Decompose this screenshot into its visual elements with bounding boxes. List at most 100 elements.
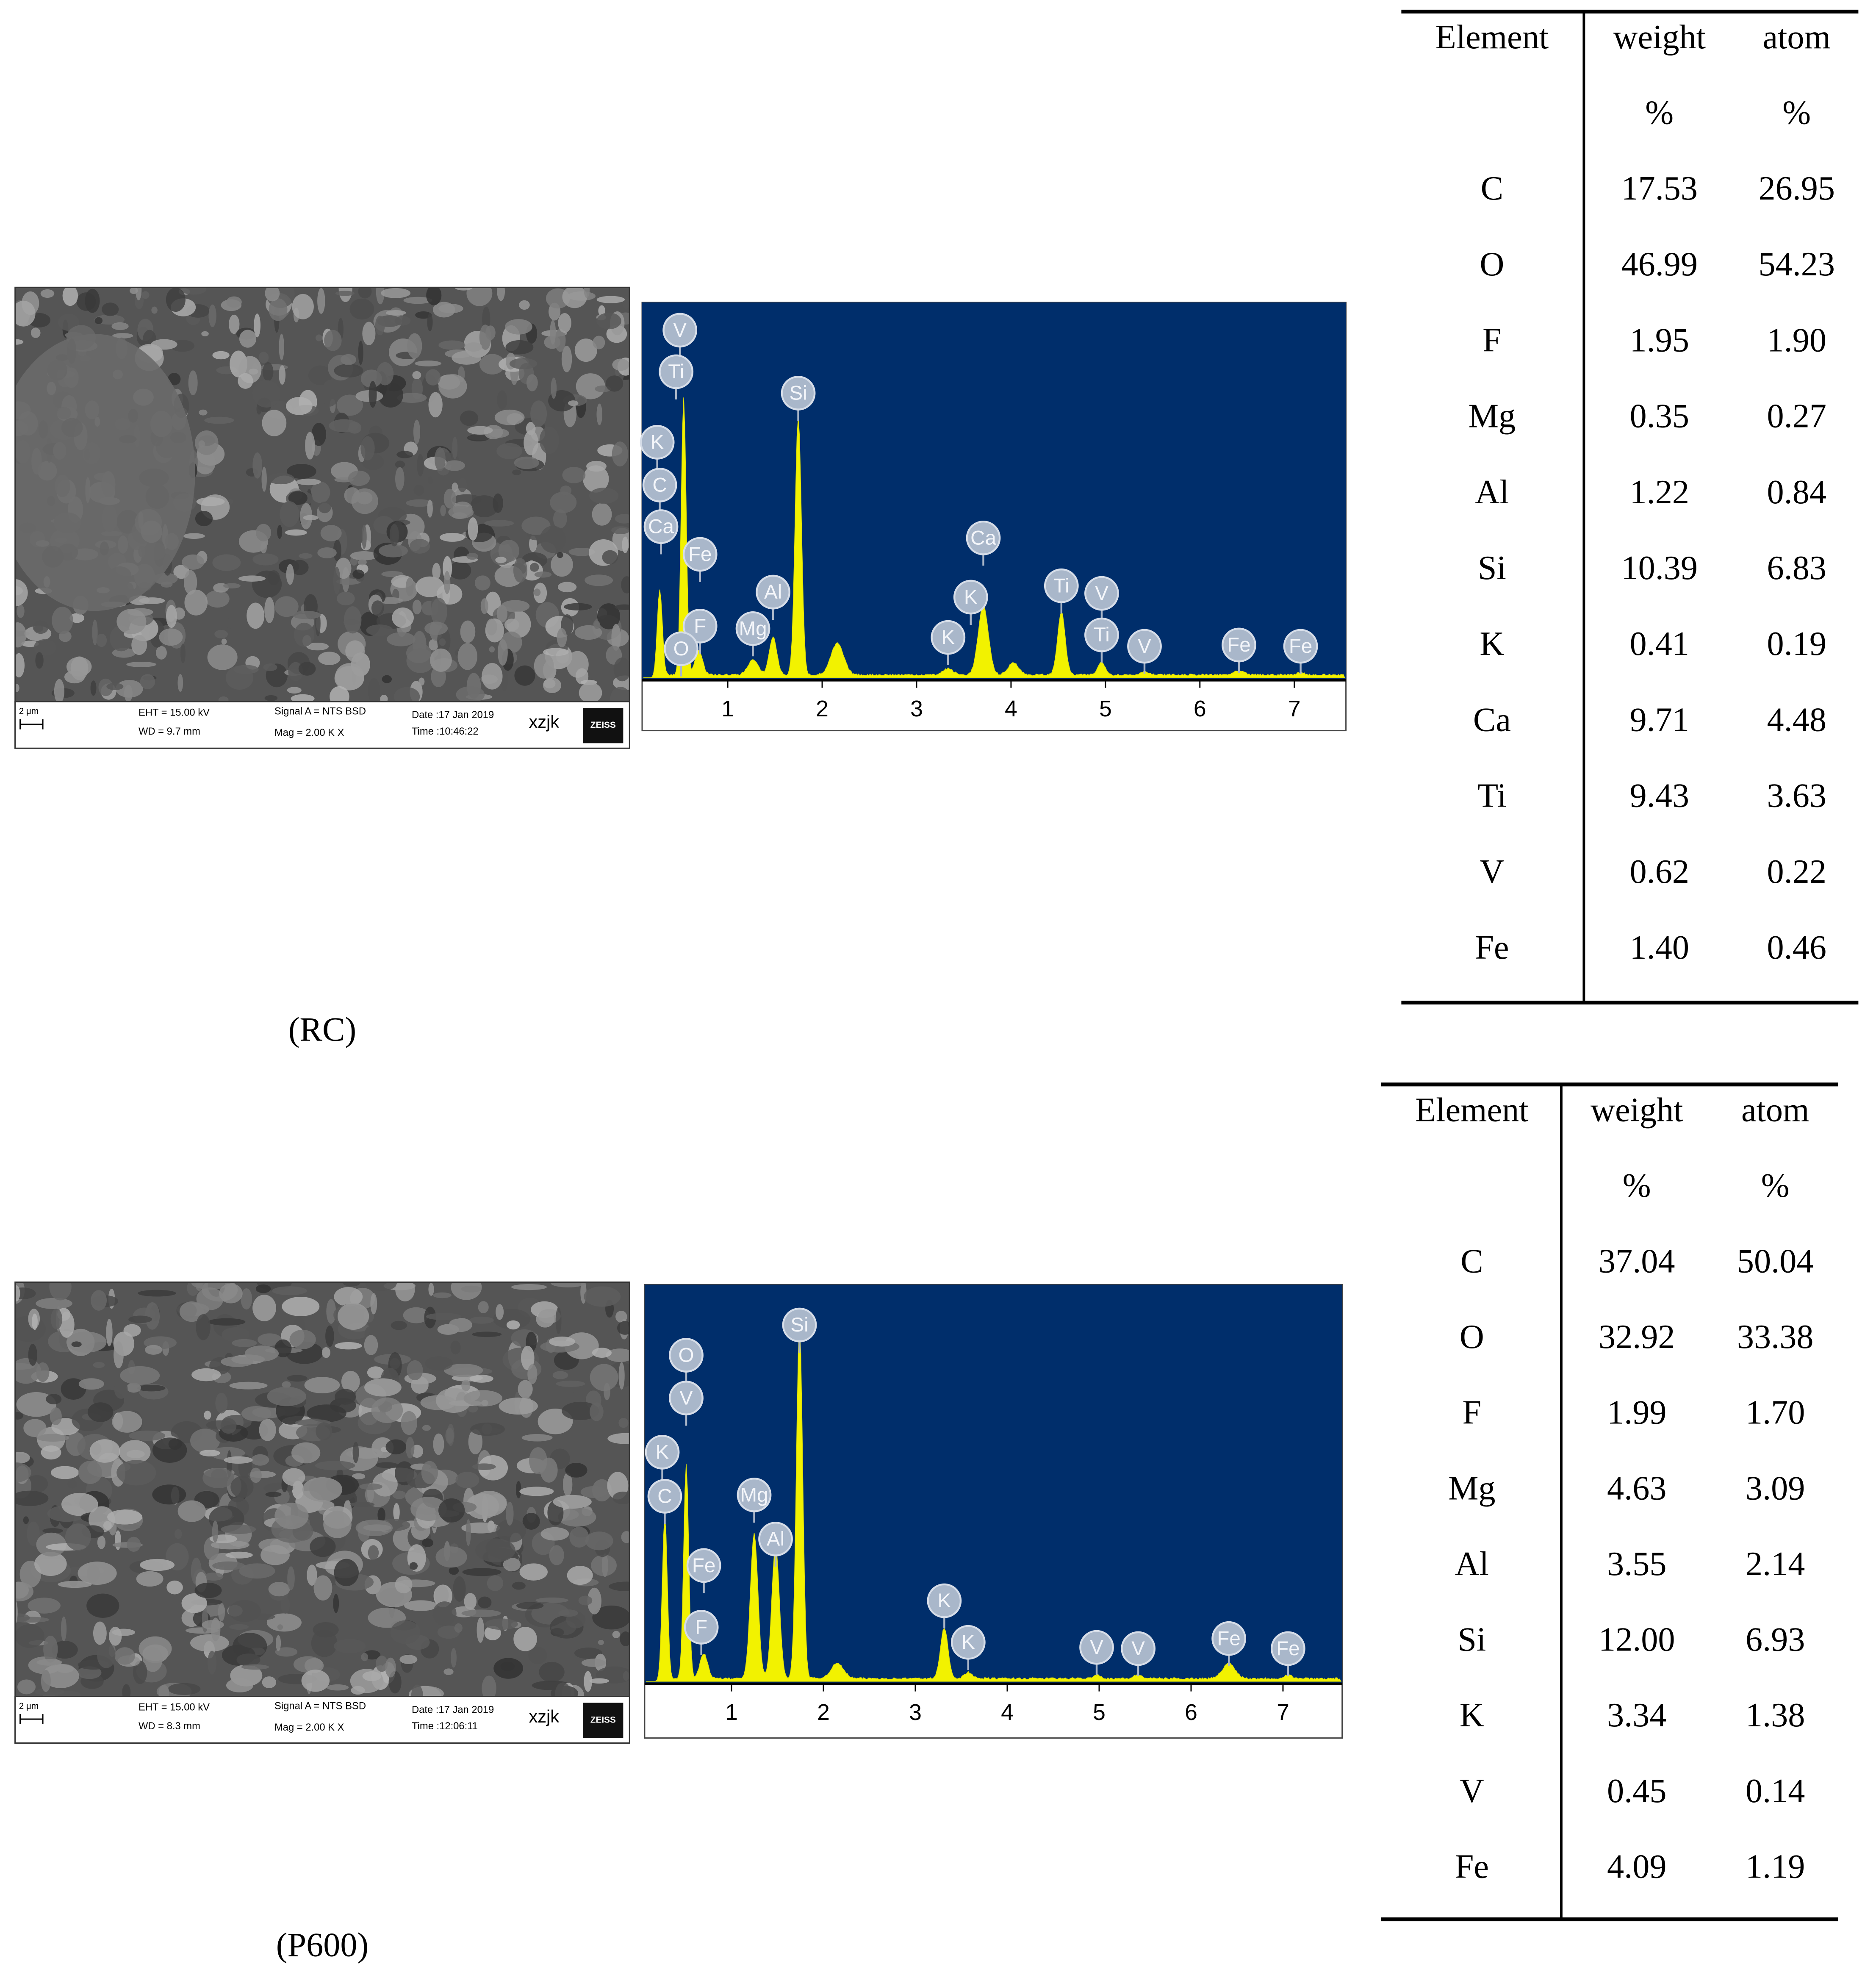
particle [274,1503,309,1529]
particle [114,1647,135,1665]
particle [461,1379,471,1392]
particle [191,1282,230,1290]
peak-label: C [652,474,667,497]
table-cell: 50.04 [1737,1242,1814,1280]
particle [503,1558,521,1572]
particle [470,1422,505,1436]
particle [194,1582,222,1598]
particle [543,648,569,656]
particle [179,1301,204,1322]
particle [289,1329,316,1349]
particle [584,1286,621,1307]
peak-label: Fe [692,1554,716,1577]
particle [33,639,56,656]
particle [263,362,274,382]
particle [23,1516,29,1524]
particle [36,1298,72,1309]
particle [576,373,605,399]
particle [482,1675,496,1697]
particle [427,313,433,331]
particle [184,589,208,616]
particle [479,325,491,350]
peak-label: Mg [739,617,767,640]
particle [251,1454,269,1466]
particle [260,542,267,554]
particle [286,397,313,415]
table-cell: 1.70 [1746,1394,1805,1431]
particle [581,1659,606,1667]
particle [78,1461,102,1484]
particle [15,1462,31,1483]
particle [58,313,80,331]
peak-label-marker [1079,1630,1114,1665]
particle [376,1655,388,1672]
particle [612,1491,630,1504]
x-tick-label: 4 [1001,1700,1014,1725]
particle [367,1366,384,1379]
particle [166,1580,183,1595]
particle [195,511,213,527]
particle [389,524,399,546]
particle [50,1407,62,1426]
particle [612,358,629,371]
texture [15,287,630,702]
particle [585,574,613,586]
particle [349,298,374,320]
particle [361,524,367,549]
particle [343,619,360,625]
particle [15,1287,36,1299]
particle [466,552,478,560]
particle [166,287,186,312]
table-cell: 1.22 [1630,473,1689,511]
sem-wd: WD = 9.7 mm [139,726,200,737]
table-cell: 0.27 [1767,397,1826,435]
particle [552,1371,568,1379]
particle [226,296,242,308]
particle [49,1282,72,1301]
particle [556,1380,585,1387]
x-tick-label: 2 [817,1700,830,1725]
particle [272,1286,307,1295]
particle [592,503,612,526]
particle [485,1618,518,1630]
table-cell: Al [1475,473,1509,511]
particle [609,1581,630,1592]
particle [324,330,342,351]
particle [112,1411,142,1433]
particle [613,657,630,682]
particle [252,452,263,479]
particle [574,1648,602,1659]
particle [114,1380,128,1399]
particle [432,563,441,580]
table-cell: Si [1458,1621,1486,1659]
particle [364,1335,378,1355]
particle [344,487,360,504]
particle [407,1360,423,1381]
particle [615,514,630,524]
composition-table: Element weight atom% % C 17.53 26.95 O 46.99 54.2… [1401,9,1859,1005]
particle [479,354,505,374]
particle [496,443,522,459]
particle [317,547,337,558]
peak-label: F [694,615,706,637]
particle [496,1519,526,1543]
particle [597,603,620,630]
particle [303,515,319,521]
particle [543,677,562,693]
particle [464,1593,477,1610]
spectrum-trace [643,397,1345,678]
particle [32,1313,38,1330]
particle [466,1519,471,1546]
particle [540,1457,558,1483]
particle [350,1502,375,1507]
particle [313,1622,339,1638]
particle [478,1596,492,1609]
particle [336,394,363,416]
particle [452,436,458,459]
particle [310,481,330,503]
particle [431,598,447,626]
particle [119,1440,151,1464]
particle [123,1324,141,1337]
particle [395,467,405,491]
particle [244,1345,279,1362]
